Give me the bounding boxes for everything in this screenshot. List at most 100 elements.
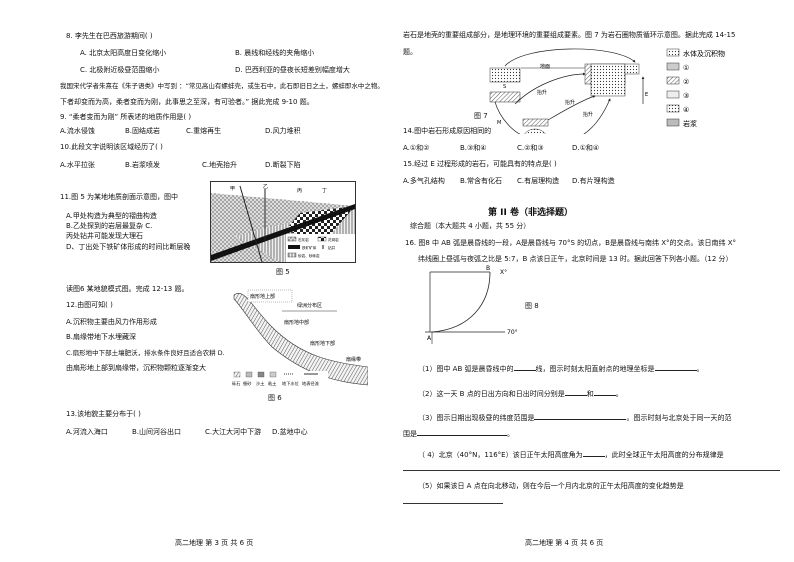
fig6-label-upper-fan: 扇形地上部 bbox=[250, 293, 275, 300]
passage-line-1: 我国宋代学者朱熹在《朱子语类》中写到 ：“常见高山有螺蚌壳，或生石中，此石即旧日… bbox=[60, 82, 384, 90]
q10-option-b[interactable]: B.岩浆喷发 bbox=[125, 161, 161, 169]
fig8-label-a: A bbox=[427, 335, 432, 342]
q8-option-d[interactable]: D. 巴西利亚的昼夜长短差别幅度增大 bbox=[235, 66, 350, 74]
q16-sub-2: （2）这一天 B 点的日出方向和日出时间分别是和。 bbox=[418, 388, 623, 398]
answer-blank-4a[interactable] bbox=[582, 449, 605, 457]
fig8-label-70: 70° bbox=[507, 329, 518, 336]
q8-option-b[interactable]: B. 晨线和经线的夹角缩小 bbox=[235, 49, 315, 57]
fig5-legend-sandstone: 砂岩、砂砾岩 bbox=[298, 253, 320, 258]
fig6-legend-runoff: 地表径流 bbox=[302, 380, 320, 387]
q10-option-d[interactable]: D.断裂下陷 bbox=[265, 161, 301, 169]
q10-option-c[interactable]: C.地壳抬升 bbox=[202, 161, 238, 169]
answer-blank-2b[interactable] bbox=[593, 388, 616, 396]
q10-option-a[interactable]: A.水平拉张 bbox=[60, 161, 95, 169]
q15-stem: 15.经过 E 过程形成的岩石，可能具有的特点是( ) bbox=[403, 160, 557, 168]
q9-option-c[interactable]: C.重熔再生 bbox=[186, 127, 222, 135]
footer-page-4: 高二地理 第 4 页 共 6 页 bbox=[525, 539, 604, 547]
q12-option-c[interactable]: C.扇形地中下部土壤肥沃，排水条件良好且适合农耕 D. bbox=[66, 349, 225, 357]
q12-option-b[interactable]: B.扇缘带地下水埋藏深 bbox=[66, 333, 137, 341]
fig5-legend-iron-ore: 铁矿矿体 bbox=[302, 245, 317, 250]
figure-8-terminator: B X° A 70° bbox=[425, 265, 518, 344]
q8-stem: 8. 李先生在巴西旅游期间( ) bbox=[66, 32, 153, 40]
q14-option-a[interactable]: A.①和② bbox=[403, 144, 430, 152]
fig7-label-m: M bbox=[497, 120, 501, 126]
fig7-label-e: E bbox=[645, 92, 648, 98]
fig5-label-yi: 乙 bbox=[263, 183, 268, 190]
q12-option-d[interactable]: 由扇形地上部到扇缘带，沉积物颗粒逐渐变大 bbox=[66, 364, 206, 372]
section-subtitle: 综合题（本大题共 4 小题，共 55 分） bbox=[410, 222, 531, 230]
fig6-label-middle-fan: 扇形地中部 bbox=[284, 319, 309, 326]
q16-sub-3: （3）图示日期出现极昼的纬度范围是 。图示时刻与北京处于同一天的范 bbox=[418, 412, 732, 422]
answer-line-5[interactable] bbox=[403, 503, 503, 504]
fig7-legend-3: ③ bbox=[683, 92, 689, 100]
q12-stem: 12.由图可知( ) bbox=[66, 301, 113, 309]
q16-sub-4: （ 4）北京（40°N，116°E）该日正午太阳高度角为 ，此时全球正午太阳高度的… bbox=[418, 449, 724, 459]
q13-option-a[interactable]: A.河流入海口 bbox=[66, 428, 108, 436]
section-title: 第 II 卷（非选择题） bbox=[488, 208, 573, 218]
fig5-legend-well: 钻井 bbox=[328, 245, 336, 250]
fig6-legend-clay: 粘土 bbox=[268, 380, 276, 387]
q13-option-b[interactable]: B.山间河谷出口 bbox=[132, 428, 182, 436]
q16-sub-3-cont: 围是。 bbox=[403, 428, 514, 438]
fig5-legend-limestone: 石灰岩 bbox=[298, 237, 309, 242]
q14-stem: 14.图中岩石形成原因相同的 bbox=[403, 127, 492, 135]
q12-option-a[interactable]: A.沉积物主要由风力作用形成 bbox=[66, 318, 157, 326]
fig6-label-lower-fan: 扇形地下部 bbox=[310, 340, 335, 347]
fig7-legend-4: ④ bbox=[683, 106, 689, 114]
q14-option-d[interactable]: D.①和④ bbox=[572, 144, 600, 152]
fig7-label-uplift-2: 抬升 bbox=[565, 99, 575, 106]
intro-12-13: 读图6 某地貌模式图。完成 12-13 题。 bbox=[66, 285, 189, 293]
answer-line-4b[interactable] bbox=[403, 470, 780, 471]
fig7-label-ground: 地面 bbox=[540, 63, 550, 70]
q8-option-c[interactable]: C. 北极附近极昼范围缩小 bbox=[80, 66, 160, 74]
fig7-legend-magma: 岩浆 bbox=[683, 119, 697, 128]
fig8-label-x: X° bbox=[500, 269, 507, 276]
answer-blank-3b[interactable] bbox=[417, 428, 507, 436]
figure-5-caption: 图 5 bbox=[276, 268, 290, 276]
fig6-label-oasis: 绿洲分布区 bbox=[297, 302, 322, 309]
q11-option-d[interactable]: D、丁出处下铁矿体形成的时间比断层晚 bbox=[66, 243, 191, 251]
fig5-legend-granite: 花岗岩 bbox=[328, 237, 339, 242]
q8-option-a[interactable]: A. 北京太阳高度日变化缩小 bbox=[80, 49, 167, 57]
q9-option-d[interactable]: D.风力堆积 bbox=[265, 127, 301, 135]
fig8-label-b: B bbox=[486, 265, 490, 272]
q13-stem: 13.该地貌主要分布于( ) bbox=[66, 410, 141, 418]
answer-blank-2a[interactable] bbox=[564, 388, 587, 396]
fig7-legend-1: ① bbox=[683, 64, 689, 72]
fig6-label-fan-edge: 扇缘带 bbox=[346, 356, 361, 363]
q10-stem: 10.此段文字说明该区域经历了( ) bbox=[60, 143, 163, 151]
q11-option-a[interactable]: A.甲处构造为典型的褶曲构造 bbox=[66, 212, 157, 220]
figure-7-caption: 图 7 bbox=[474, 112, 488, 120]
q13-option-c[interactable]: C.大江大河中下游 bbox=[205, 428, 262, 436]
q11-option-b[interactable]: B.乙处探到的岩层最复杂 C. bbox=[66, 222, 153, 230]
fig7-legend-water-sediment: 水体及沉积物 bbox=[683, 49, 725, 58]
figure-8-caption: 图 8 bbox=[525, 302, 539, 310]
fig6-legend-sandy-soil: 沙土 bbox=[256, 380, 264, 386]
fig7-label-s: S bbox=[503, 84, 506, 90]
q14-option-b[interactable]: B.③和④ bbox=[460, 144, 487, 152]
figure-6-alluvial-fan: 扇形地上部 绿洲分布区 扇形地中部 扇形地下部 扇缘带 砾石 细砂 沙土 粘土 … bbox=[232, 289, 368, 388]
q13-option-d[interactable]: D.盆地中心 bbox=[272, 428, 308, 436]
q15-option-a[interactable]: A.多气孔结构 bbox=[403, 177, 445, 185]
q9-option-b[interactable]: B.固结成岩 bbox=[125, 127, 161, 135]
answer-blank-1a[interactable] bbox=[513, 363, 536, 371]
passage-line-2: 下者却变而为高，柔者变而为刚，此事思之至深，有可验者。” 据此完成 9-10 题… bbox=[60, 98, 314, 106]
answer-blank-1b[interactable] bbox=[654, 363, 697, 371]
fig7-legend-2: ② bbox=[683, 78, 689, 86]
answer-blank-3a[interactable] bbox=[534, 412, 627, 420]
q15-option-d[interactable]: D.有片理构造 bbox=[572, 177, 615, 185]
q15-option-c[interactable]: C.有层理构造 bbox=[517, 177, 560, 185]
intro-14-15-line-2: 题。 bbox=[403, 48, 417, 56]
fig5-label-jia: 甲 bbox=[230, 186, 235, 192]
q9-option-a[interactable]: A.流水侵蚀 bbox=[60, 127, 95, 135]
q11-option-c[interactable]: 丙处钻井可能发现大理石 bbox=[66, 232, 143, 240]
footer-page-3: 高二地理 第 3 页 共 6 页 bbox=[175, 539, 254, 547]
figure-7-rock-cycle: 地面 抬升 抬升 抬升 结晶 S M E 水体及沉积物 ① ② ③ ④ 岩浆 bbox=[489, 48, 725, 134]
q16-sub-5: （5）如果该日 A 点在向北移动，则在今后一个月内北京的正午太阳高度的变化趋势是 bbox=[418, 482, 684, 490]
q14-option-c[interactable]: C.②和③ bbox=[517, 144, 544, 152]
q16-stem-line-2: 纬线圈上昼弧与夜弧之比是 5:7，B 点该日正午，北京时间是 13 时。据此回答… bbox=[418, 255, 733, 263]
q15-option-b[interactable]: B.常含有化石 bbox=[460, 177, 503, 185]
intro-14-15-line-1: 岩石是地壳的重要组成部分，是地理环境的重要组成要素。图 7 为岩石圈物质循环示意… bbox=[403, 31, 736, 39]
figure-6-caption: 图 6 bbox=[268, 394, 282, 402]
q16-stem-line-1: 16. 图8 中 AB 弧是晨昏线的一段，A是晨昏线与 70°S 的切点，B是晨… bbox=[405, 239, 737, 247]
